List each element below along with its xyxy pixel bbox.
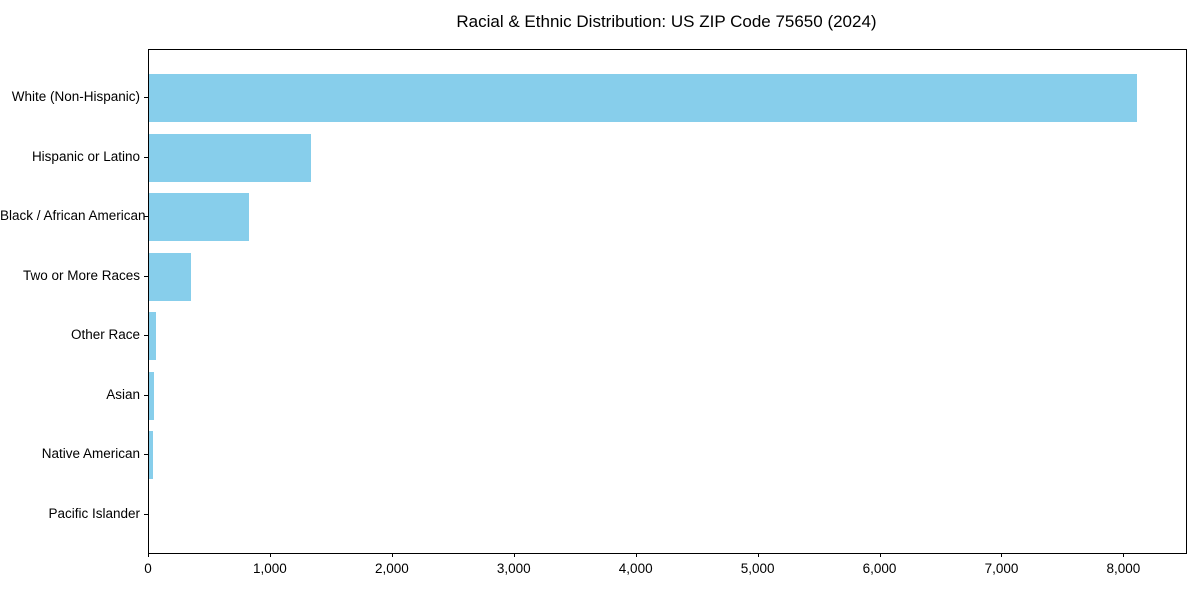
bar-native-american bbox=[149, 431, 154, 479]
x-tick-mark bbox=[391, 553, 393, 557]
y-tick-mark bbox=[144, 454, 148, 455]
x-tick-mark bbox=[757, 553, 759, 557]
plot-area bbox=[148, 49, 1187, 554]
x-tick-label: 5,000 bbox=[740, 561, 775, 576]
x-tick-label: 0 bbox=[144, 561, 152, 576]
y-tick-mark bbox=[144, 156, 148, 158]
y-tick-mark bbox=[144, 335, 148, 336]
bar-black-african-american bbox=[149, 193, 249, 241]
x-tick-mark bbox=[148, 553, 149, 557]
x-tick-mark bbox=[1123, 553, 1125, 557]
x-tick-mark bbox=[269, 553, 271, 557]
y-tick-label: Asian bbox=[106, 386, 140, 402]
x-tick-label: 6,000 bbox=[862, 561, 897, 576]
y-tick-label: Pacific Islander bbox=[48, 505, 140, 521]
y-tick-mark bbox=[144, 97, 148, 98]
y-tick-label: White (Non-Hispanic) bbox=[11, 89, 140, 104]
x-tick-mark bbox=[1001, 553, 1003, 557]
chart-title: Racial & Ethnic Distribution: US ZIP Cod… bbox=[456, 12, 877, 31]
y-tick-mark bbox=[144, 275, 148, 277]
x-tick-mark bbox=[635, 553, 637, 557]
bar-hispanic-or-latino bbox=[149, 133, 312, 182]
x-tick-mark bbox=[879, 553, 881, 557]
bar-asian bbox=[149, 371, 155, 420]
x-tick-mark bbox=[513, 553, 515, 557]
x-tick-label: 8,000 bbox=[1106, 561, 1141, 576]
y-tick-label: Hispanic or Latino bbox=[31, 148, 140, 164]
x-tick-label: 4,000 bbox=[618, 561, 653, 576]
bar-other-race bbox=[149, 312, 156, 360]
y-tick-mark bbox=[144, 394, 148, 396]
x-tick-label: 2,000 bbox=[374, 561, 409, 576]
y-tick-label: Native American bbox=[41, 446, 140, 461]
bar-two-or-more-races bbox=[149, 252, 192, 301]
y-tick-mark bbox=[144, 513, 148, 515]
y-tick-label: Other Race bbox=[70, 327, 140, 342]
x-tick-label: 7,000 bbox=[984, 561, 1019, 576]
y-tick-mark bbox=[144, 216, 148, 217]
y-tick-label: Two or More Races bbox=[22, 267, 140, 283]
x-tick-label: 3,000 bbox=[496, 561, 531, 576]
y-tick-label: Black / African American bbox=[0, 208, 146, 223]
bar-white-non-hispanic bbox=[149, 74, 1137, 122]
x-tick-label: 1,000 bbox=[253, 561, 287, 576]
